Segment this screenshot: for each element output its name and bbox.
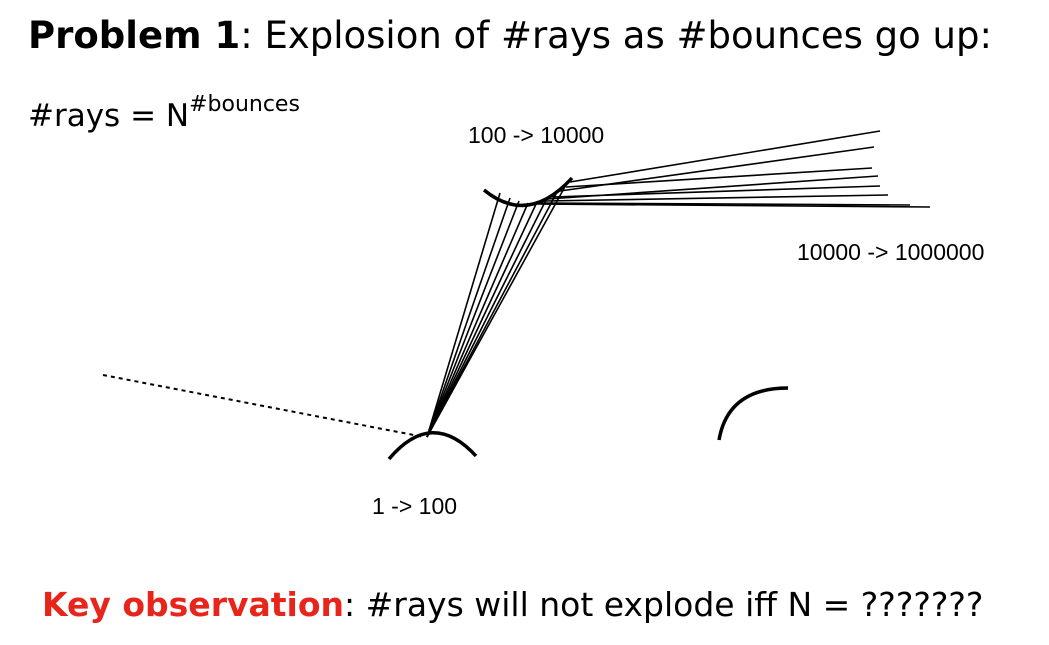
first-bounce-ray	[426, 202, 529, 438]
second-bounce-rays	[534, 130, 931, 208]
surface-unhit	[717, 386, 789, 441]
title-rest: : Explosion of #rays as #bounces go up:	[240, 14, 992, 57]
formula-exponent: #bounces	[189, 91, 300, 117]
first-bounce-ray	[426, 182, 568, 438]
second-bounce-ray	[539, 202, 911, 206]
ray-count-formula: #rays = N#bounces	[28, 93, 300, 134]
label-first-bounce: 1 -> 100	[372, 493, 458, 519]
surface-first-bounce	[387, 431, 478, 461]
formula-base: #rays = N	[28, 98, 190, 134]
first-bounce-ray	[426, 200, 520, 438]
surface-second-bounce	[482, 176, 574, 208]
observation-rest: : #rays will not explode iff N = ???????	[344, 585, 984, 624]
label-second-bounce: 100 -> 10000	[468, 122, 605, 148]
first-bounce-ray	[426, 197, 511, 438]
first-bounce-rays	[426, 182, 568, 438]
title-bold: Problem 1	[28, 14, 241, 57]
second-bounce-ray	[569, 130, 881, 183]
label-third-bounce: 10000 -> 1000000	[797, 239, 985, 265]
second-bounce-ray	[565, 167, 873, 188]
key-observation: Key observation: #rays will not explode …	[42, 585, 983, 624]
observation-key: Key observation	[42, 585, 344, 624]
first-bounce-ray	[426, 192, 501, 438]
incoming-ray	[102, 374, 425, 438]
slide-title: Problem 1: Explosion of #rays as #bounce…	[28, 14, 992, 57]
second-bounce-ray	[534, 203, 931, 208]
first-bounce-ray	[426, 199, 547, 438]
second-bounce-ray	[551, 185, 881, 198]
first-bounce-ray	[426, 201, 538, 438]
second-bounce-ray	[544, 194, 889, 202]
